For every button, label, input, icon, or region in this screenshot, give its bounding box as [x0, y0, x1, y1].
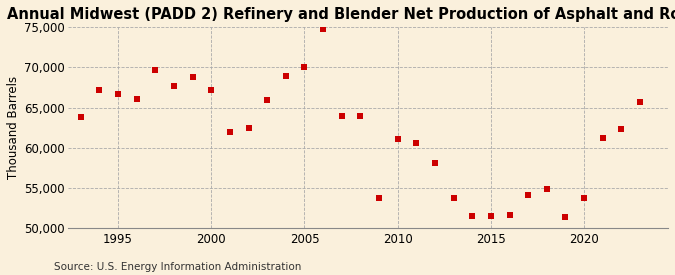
Point [299, 65, 310, 70]
Point [76, 115, 86, 120]
Point [94, 88, 105, 92]
Point [150, 68, 161, 72]
Point [634, 100, 645, 104]
Point [336, 114, 347, 118]
Point [467, 214, 478, 218]
Point [429, 161, 440, 165]
Point [392, 137, 403, 141]
Point [280, 74, 291, 78]
Point [262, 98, 273, 103]
Point [597, 136, 608, 140]
Point [206, 88, 217, 92]
Point [504, 213, 515, 218]
Point [318, 27, 329, 31]
Point [560, 215, 571, 219]
Point [523, 193, 534, 197]
Text: Source: U.S. Energy Information Administration: Source: U.S. Energy Information Administ… [54, 262, 301, 272]
Point [578, 196, 589, 201]
Point [131, 97, 142, 101]
Point [187, 75, 198, 79]
Point [169, 84, 180, 88]
Point [411, 141, 422, 145]
Title: Annual Midwest (PADD 2) Refinery and Blender Net Production of Asphalt and Road : Annual Midwest (PADD 2) Refinery and Ble… [7, 7, 675, 22]
Point [113, 92, 124, 96]
Point [485, 214, 496, 218]
Point [616, 126, 627, 131]
Point [225, 130, 236, 134]
Point [448, 196, 459, 201]
Point [355, 114, 366, 118]
Point [243, 125, 254, 130]
Point [541, 187, 552, 191]
Point [374, 196, 385, 201]
Y-axis label: Thousand Barrels: Thousand Barrels [7, 76, 20, 179]
